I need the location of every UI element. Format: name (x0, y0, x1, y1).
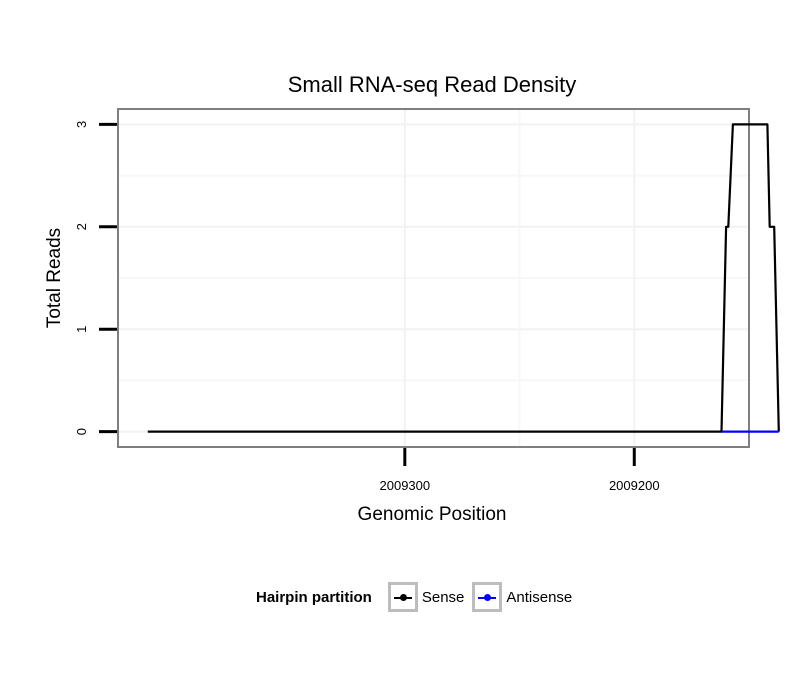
axes: 0 1 2 3 2009300 2009200 (74, 121, 660, 493)
y-tick-label: 3 (74, 121, 89, 128)
series-line-sense (147, 123, 780, 433)
x-tick-label: 2009200 (609, 478, 660, 493)
x-tick-label: 2009300 (380, 478, 431, 493)
y-tick-label: 0 (74, 428, 89, 435)
y-tick-label: 1 (74, 326, 89, 333)
legend-key-sense (387, 582, 418, 612)
grid-lines (119, 110, 748, 446)
legend-label-sense: Sense (421, 588, 465, 606)
y-axis-label: Total Reads (44, 228, 65, 328)
series-layer (147, 123, 780, 433)
legend-dot-antisense (484, 594, 492, 601)
chart-title: Small RNA-seq Read Density (288, 72, 577, 97)
legend-key-antisense (472, 582, 503, 612)
y-tick-label: 2 (74, 223, 89, 230)
legend: Hairpin partition Sense Antisense (256, 580, 580, 614)
legend-title: Hairpin partition (256, 588, 372, 606)
legend-dot-sense (399, 594, 407, 601)
legend-label-antisense: Antisense (506, 588, 573, 606)
x-axis-label: Genomic Position (358, 504, 507, 525)
